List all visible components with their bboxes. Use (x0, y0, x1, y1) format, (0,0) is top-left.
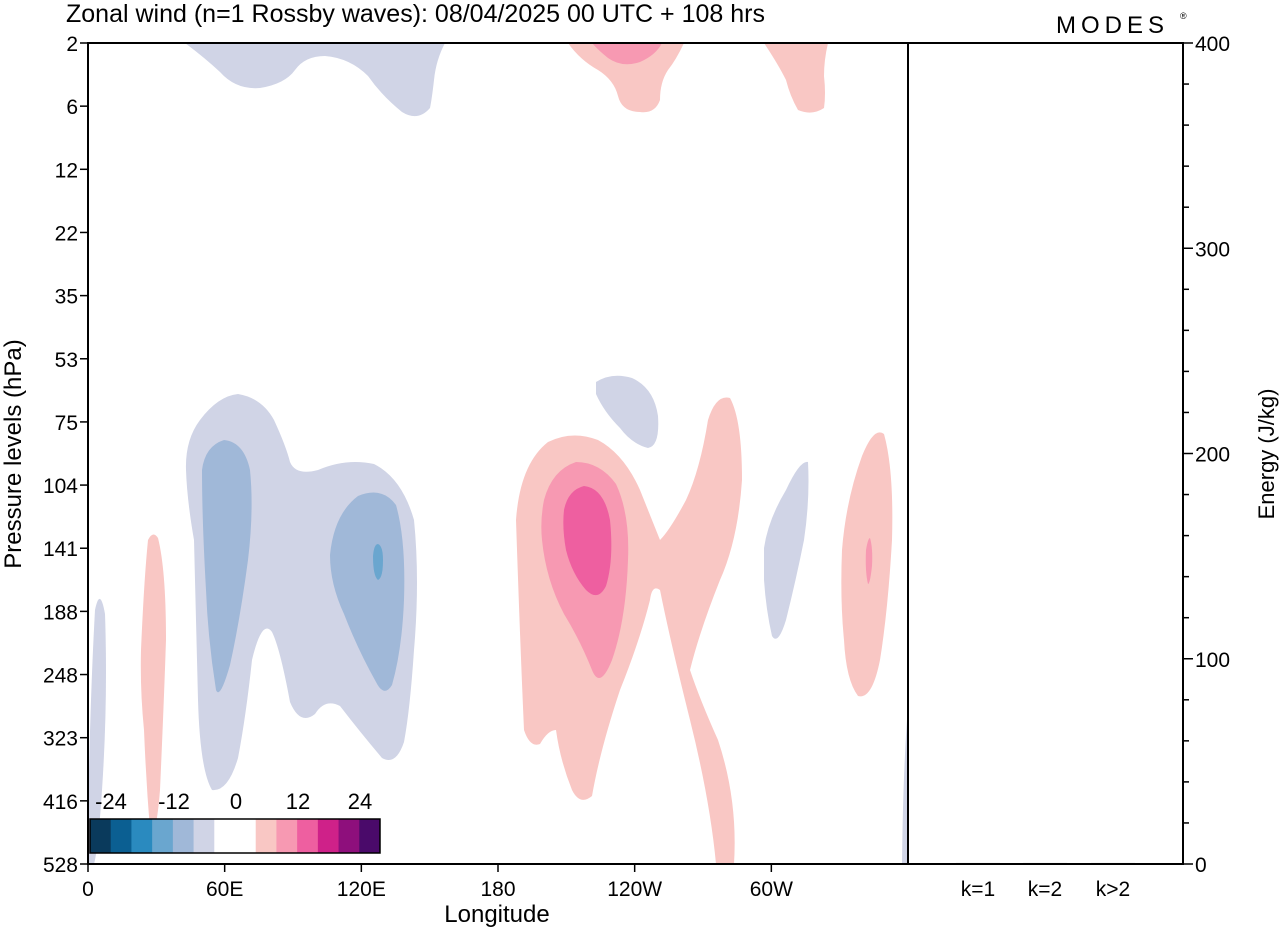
colorbar-swatch (152, 819, 174, 853)
colorbar-label: 12 (286, 789, 310, 814)
contour-pos-8-20W (865, 538, 873, 584)
y-axis-title-left: Pressure levels (hPa) (0, 339, 27, 568)
contour-neg-8-west (202, 440, 252, 693)
colorbar-swatch (338, 819, 360, 853)
colorbar-swatch (214, 819, 236, 853)
pressure-tick-label: 416 (43, 791, 78, 814)
contour-neg-12-core (373, 544, 383, 580)
contour-pos-4-upper-b (764, 43, 828, 113)
pressure-tick-label: 104 (43, 475, 78, 498)
pressure-tick-label: 141 (43, 538, 78, 561)
longitude-tick-label: 60E (206, 878, 243, 901)
pressure-tick-label: 528 (43, 854, 78, 877)
colorbar-frame (89, 818, 381, 854)
pressure-tick-label: 188 (43, 601, 78, 624)
energy-tick-label: 200 (1195, 444, 1230, 467)
colorbar-swatch (131, 819, 153, 853)
brand-logo: MODES (1056, 12, 1169, 39)
pressure-tick-label: 248 (43, 665, 78, 688)
pressure-tick-label: 2 (66, 33, 78, 56)
contour-neg-8-east (330, 492, 405, 691)
energy-bar (1023, 862, 1067, 864)
colorbar-legend: -24 -12 0 12 24 (89, 789, 381, 854)
contour-pos-4-upper-a (568, 43, 684, 113)
pressure-tick-label: 53 (55, 349, 78, 372)
contour-neg-4-right-edge (902, 706, 908, 864)
colorbar-swatch (276, 819, 298, 853)
colorbar-swatch (317, 819, 340, 853)
colorbar-label: -24 (95, 789, 127, 814)
energy-tick-label: 100 (1195, 649, 1230, 672)
colorbar-swatch (193, 819, 215, 853)
energy-category-label: k>2 (1096, 878, 1130, 901)
contour-field (88, 43, 908, 864)
energy-tick-label: 400 (1195, 33, 1230, 56)
pressure-tick-label: 22 (55, 222, 78, 245)
colorbar-label: -12 (158, 789, 190, 814)
y-axis-title-right: Energy (J/kg) (1254, 389, 1279, 520)
chart-title: Zonal wind (n=1 Rossby waves): 08/04/202… (66, 0, 765, 28)
longitude-tick-label: 0 (82, 878, 94, 901)
energy-bars: k=1 k=2 k>2 (956, 862, 1135, 901)
energy-bar (956, 862, 1000, 864)
energy-plot-frame (907, 42, 1184, 865)
colorbar-label: 0 (230, 789, 242, 814)
colorbar-swatch (110, 819, 132, 853)
colorbar-swatch (235, 819, 257, 853)
colorbar-swatch (90, 819, 112, 853)
colorbar-swatch (359, 819, 381, 853)
pressure-tick-label: 323 (43, 728, 78, 751)
contour-neg-4-small (596, 375, 659, 448)
x-axis-title: Longitude (444, 901, 549, 928)
colorbar-swatch (255, 819, 277, 853)
pressure-tick-label: 35 (55, 286, 78, 309)
pressure-axis: 2 6 12 22 35 53 75 104 141 188 248 323 416 528 (43, 33, 88, 877)
energy-category-label: k=2 (1028, 878, 1062, 901)
pressure-tick-label: 12 (55, 159, 78, 182)
colorbar-swatch (172, 819, 195, 853)
colorbar-swatch (297, 819, 319, 853)
energy-tick-label: 300 (1195, 238, 1230, 261)
contour-neg-4-60W (764, 461, 809, 639)
energy-bar (1091, 862, 1135, 864)
pressure-tick-label: 75 (55, 412, 78, 435)
pressure-tick-label: 6 (66, 96, 78, 119)
contour-pos-4-main (516, 397, 742, 864)
energy-axis: 0 100 200 300 400 (1183, 33, 1230, 877)
contour-neg-4-lon0 (88, 598, 106, 864)
longitude-axis: 0 60E 120E 180 120W 60W (82, 864, 793, 901)
contour-pos-8-upper (592, 43, 662, 65)
energy-category-label: k=1 (961, 878, 995, 901)
longitude-tick-label: 180 (480, 878, 515, 901)
longitude-tick-label: 120E (337, 878, 386, 901)
longitude-tick-label: 60W (750, 878, 793, 901)
contour-pos-12-core (563, 486, 612, 596)
colorbar-label: 24 (348, 789, 372, 814)
energy-tick-label: 0 (1195, 854, 1207, 877)
contour-pos-4-30E (140, 534, 166, 832)
contour-neg-4-upper (185, 43, 445, 117)
brand-registered-mark: ® (1180, 11, 1187, 21)
longitude-tick-label: 120W (607, 878, 662, 901)
